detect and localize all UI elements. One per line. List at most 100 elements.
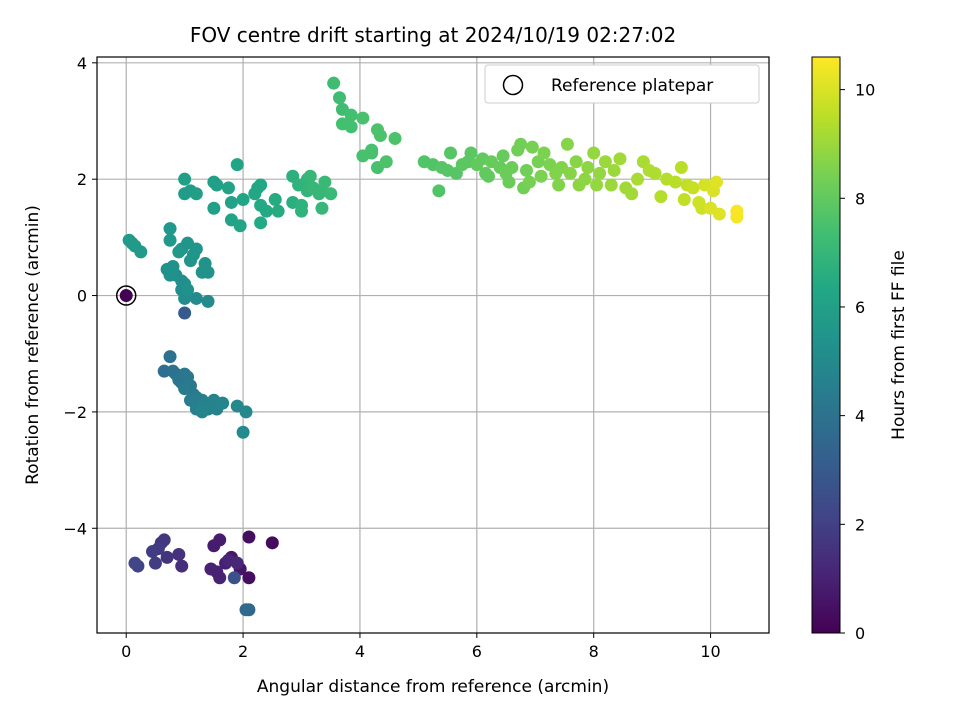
colorbar-tick-label: 4 [855, 407, 865, 426]
data-point [563, 166, 577, 180]
data-point [482, 169, 496, 183]
data-point [172, 245, 186, 259]
data-point [160, 550, 174, 564]
data-point [204, 562, 218, 576]
colorbar-gradient [811, 56, 841, 634]
colorbar-ticks: 0 2 4 6 8 10 [840, 81, 875, 643]
data-point [178, 172, 192, 186]
y-axis-ticks: −4 −2 0 2 4 [63, 54, 97, 538]
data-point [648, 166, 662, 180]
x-axis-label: Angular distance from reference (arcmin) [257, 677, 609, 697]
data-point [230, 556, 244, 570]
data-point [607, 163, 621, 177]
data-point [373, 129, 387, 143]
data-point [654, 190, 668, 204]
data-point [254, 178, 268, 192]
data-point [201, 294, 215, 308]
y-tick-label: 2 [77, 170, 87, 189]
data-point [669, 175, 683, 189]
data-point [344, 120, 358, 134]
data-point [315, 201, 329, 215]
data-point [604, 178, 618, 192]
y-axis-label: Rotation from reference (arcmin) [23, 205, 43, 485]
data-point [365, 143, 379, 157]
x-tick-label: 4 [355, 642, 365, 661]
data-point [227, 571, 241, 585]
data-point [239, 405, 253, 419]
data-point [303, 169, 317, 183]
data-point [236, 425, 250, 439]
colorbar-tick-label: 6 [855, 298, 865, 317]
data-point [230, 158, 244, 172]
x-axis-ticks: 0 2 4 6 8 10 [121, 633, 721, 661]
reference-ring [115, 285, 137, 306]
data-point [239, 603, 253, 617]
data-point [189, 187, 203, 201]
data-point [242, 530, 256, 544]
data-point [213, 571, 227, 585]
data-point [496, 149, 510, 163]
data-point [128, 556, 142, 570]
data-point [198, 257, 212, 271]
data-point [271, 204, 285, 218]
data-point [318, 175, 332, 189]
data-point [388, 131, 402, 145]
data-point [163, 222, 177, 236]
data-point [578, 172, 592, 186]
data-point [514, 137, 528, 151]
colorbar-label: Hours from first FF file [889, 250, 909, 440]
colorbar-tick-label: 2 [855, 515, 865, 534]
data-point [324, 187, 338, 201]
data-point [268, 193, 282, 207]
data-point [166, 259, 180, 273]
x-tick-label: 6 [472, 642, 482, 661]
data-point [581, 161, 595, 175]
data-point [163, 233, 177, 247]
y-tick-label: −4 [63, 519, 87, 538]
data-point [295, 204, 309, 218]
x-tick-label: 10 [700, 642, 720, 661]
data-point [593, 166, 607, 180]
data-point [163, 350, 177, 364]
data-point [444, 146, 458, 160]
data-point [207, 539, 221, 553]
data-point [552, 178, 566, 192]
data-point [233, 219, 247, 233]
plot-frame [96, 56, 770, 634]
data-point [259, 204, 273, 218]
y-tick-label: 4 [77, 54, 87, 73]
data-point [146, 545, 160, 559]
data-point [148, 556, 162, 570]
data-point [534, 169, 548, 183]
reference-point [119, 289, 133, 303]
y-tick-label: −2 [63, 403, 87, 422]
data-point [216, 396, 230, 410]
data-point [195, 405, 209, 419]
data-point [242, 571, 256, 585]
data-point [709, 175, 723, 189]
data-point [224, 195, 238, 209]
data-point [522, 175, 536, 189]
data-point [730, 210, 744, 224]
data-point [327, 76, 341, 90]
data-point [677, 193, 691, 207]
data-point [590, 178, 604, 192]
data-point [686, 181, 700, 195]
x-tick-label: 0 [121, 642, 131, 661]
data-point [178, 306, 192, 320]
data-point [505, 161, 519, 175]
data-point [344, 108, 358, 122]
data-point [537, 146, 551, 160]
data-point [569, 155, 583, 169]
data-point [587, 146, 601, 160]
data-point [254, 216, 268, 230]
data-point [178, 382, 192, 396]
data-point [625, 187, 639, 201]
legend: Reference platepar [484, 64, 760, 104]
data-point [432, 184, 446, 198]
colorbar-tick-label: 8 [855, 189, 865, 208]
data-point [189, 291, 203, 305]
data-point [674, 161, 688, 175]
data-point [175, 559, 189, 573]
data-points [122, 76, 744, 617]
